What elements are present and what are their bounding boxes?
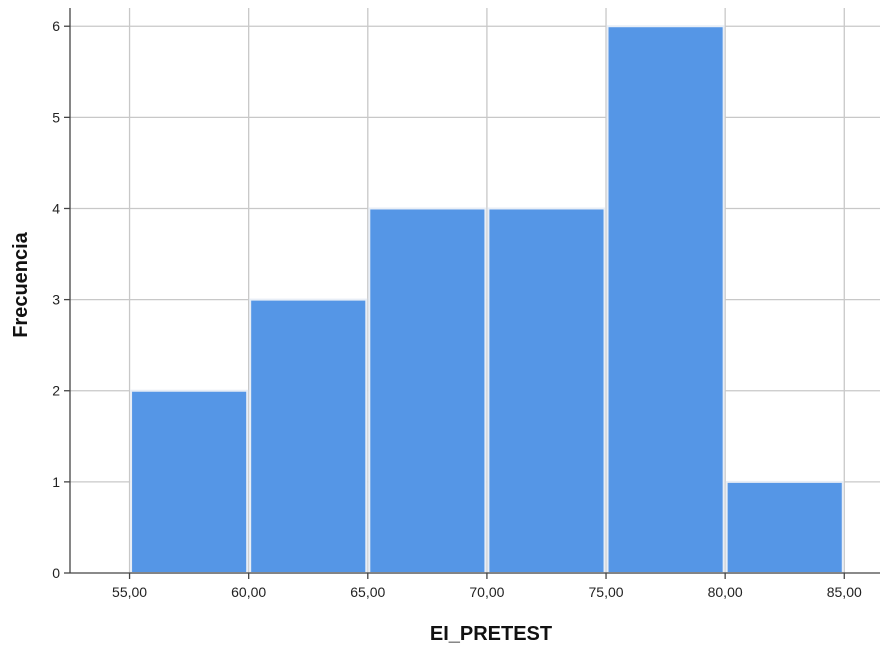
x-tick-label: 60,00 — [231, 584, 266, 600]
y-tick-labels: 0 1 2 3 4 5 6 — [52, 18, 60, 581]
histogram-bar — [249, 298, 368, 574]
x-tick-label: 55,00 — [112, 584, 147, 600]
y-tick-label: 1 — [52, 474, 60, 490]
x-tick-label: 65,00 — [350, 584, 385, 600]
x-tick-labels: 55,00 60,00 65,00 70,00 75,00 80,00 85,00 — [112, 584, 862, 600]
y-tick-label: 4 — [52, 200, 60, 216]
y-axis-title: Frecuencia — [10, 231, 32, 337]
y-tick-label: 3 — [52, 292, 60, 308]
x-tick-label: 85,00 — [827, 584, 862, 600]
histogram-bar — [130, 389, 249, 575]
y-tick-label: 0 — [52, 565, 60, 581]
histogram-bar — [725, 480, 844, 575]
x-tick-label: 70,00 — [469, 584, 504, 600]
axes — [64, 8, 880, 579]
x-tick-label: 80,00 — [708, 584, 743, 600]
histogram-bar — [368, 207, 487, 575]
x-axis-title: EI_PRETEST — [430, 623, 552, 645]
y-tick-label: 2 — [52, 383, 60, 399]
bars — [130, 25, 844, 575]
y-tick-label: 5 — [52, 109, 60, 125]
histogram-bar — [487, 207, 606, 575]
histogram-bar — [606, 25, 725, 574]
x-tick-label: 75,00 — [589, 584, 624, 600]
y-tick-label: 6 — [52, 18, 60, 34]
